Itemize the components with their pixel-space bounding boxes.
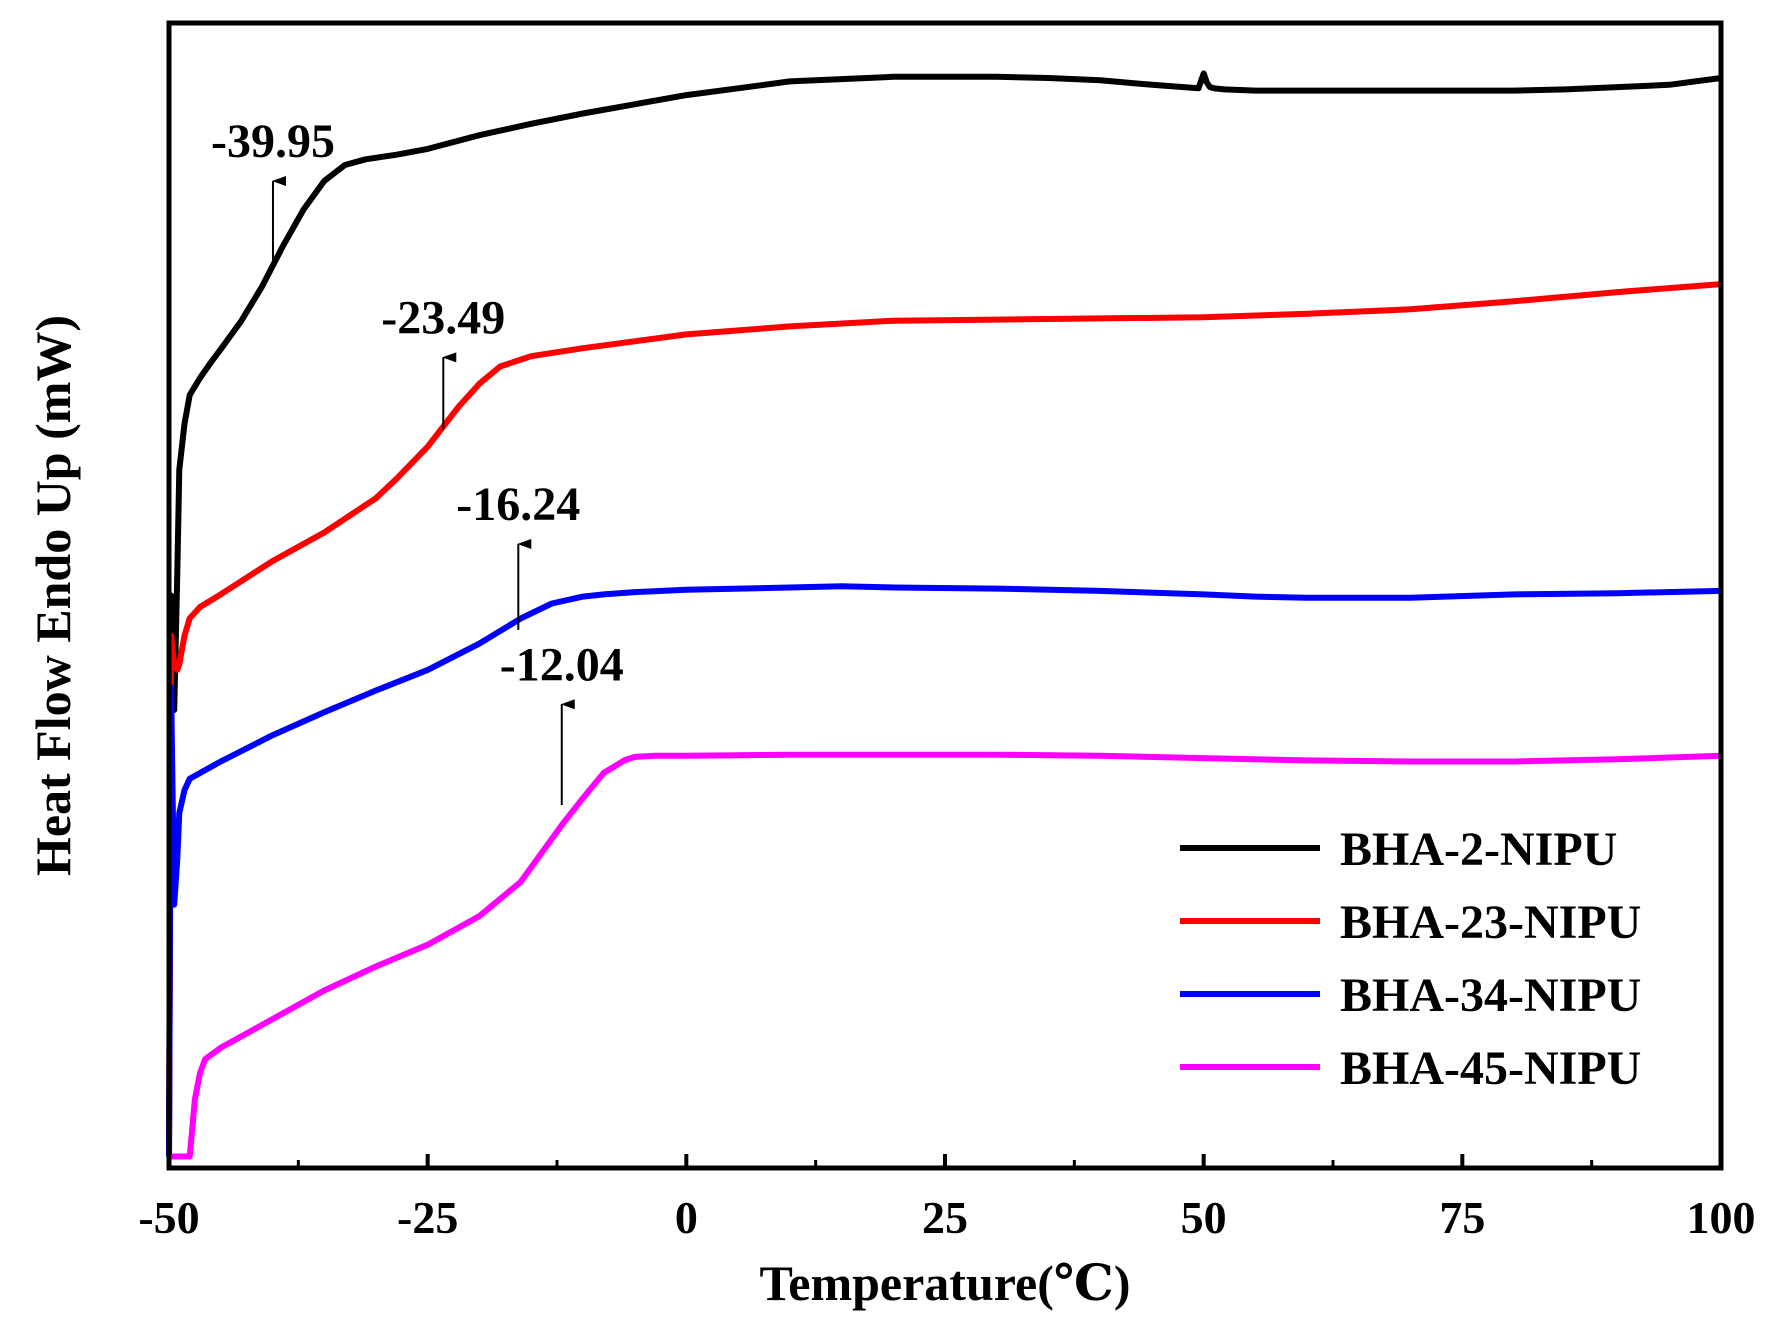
y-axis-title: Heat Flow Endo Up (mW) xyxy=(25,315,81,876)
annotation-layer: -39.95 -23.49 -16.24 -12.04 xyxy=(211,115,624,806)
series-line-2 xyxy=(166,281,1722,1157)
tg-label-1: -39.95 xyxy=(211,115,335,168)
legend-label-1: BHA-2-NIPU xyxy=(1340,823,1617,876)
legend-label-4: BHA-45-NIPU xyxy=(1340,1042,1641,1095)
series-layer xyxy=(166,70,1722,1160)
series-line-3 xyxy=(166,583,1722,1157)
legend: BHA-2-NIPU BHA-23-NIPU BHA-34-NIPU BHA-45-N… xyxy=(1180,823,1641,1095)
x-axis-title: Temperature(℃) xyxy=(760,1255,1131,1311)
x-tick-label: 75 xyxy=(1439,1192,1485,1243)
x-tick-label: 50 xyxy=(1181,1192,1227,1243)
legend-label-2: BHA-23-NIPU xyxy=(1340,896,1641,949)
x-tick-label: 0 xyxy=(675,1192,698,1243)
tg-label-2: -23.49 xyxy=(381,291,505,344)
series-line-4 xyxy=(168,751,1722,1160)
x-tick-label: 100 xyxy=(1687,1192,1756,1243)
tick-layer: -50 -25 0 25 50 75 100 xyxy=(138,1154,1756,1243)
x-tick-label: -50 xyxy=(138,1192,199,1243)
series-line-1 xyxy=(166,70,1722,1157)
tg-label-4: -12.04 xyxy=(500,638,624,691)
x-tick-label: -25 xyxy=(397,1192,458,1243)
tg-label-3: -16.24 xyxy=(456,478,580,531)
x-tick-label: 25 xyxy=(922,1192,968,1243)
legend-label-3: BHA-34-NIPU xyxy=(1340,969,1641,1022)
